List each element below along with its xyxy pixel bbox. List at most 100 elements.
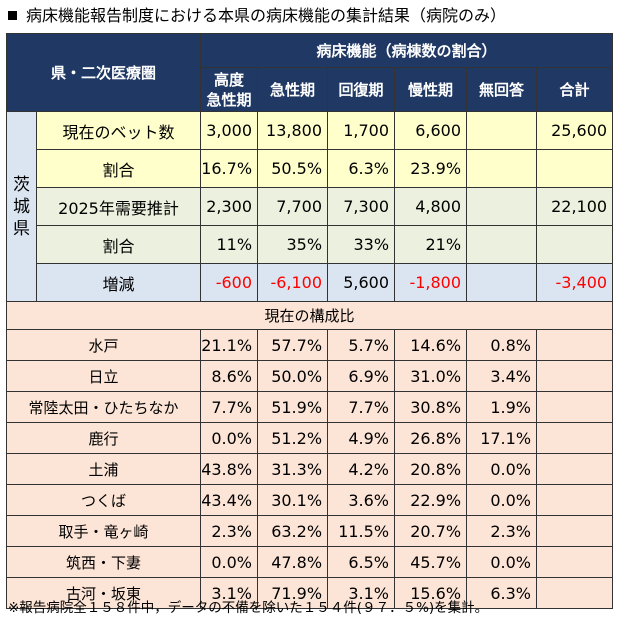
table-cell: 1,700 (327, 111, 396, 150)
table-cell: 47.8% (257, 546, 329, 578)
table-cell: 31.0% (394, 360, 468, 392)
table-cell (536, 391, 614, 423)
table-cell: 33% (327, 225, 396, 264)
table-cell (466, 187, 538, 226)
section-label: 現在の構成比 (5, 301, 614, 330)
table-row: 日立 8.6% 50.0% 6.9% 31.0% 3.4% (5, 360, 614, 392)
prefecture-name: 茨城県 (6, 111, 37, 302)
table-cell: 45.7% (394, 546, 468, 578)
table-row: 水戸 21.1% 57.7% 5.7% 14.6% 0.8% (5, 329, 614, 361)
table-cell: 6.3% (327, 149, 396, 188)
table-cell: -6,100 (257, 263, 329, 302)
table-row: つくば 43.4% 30.1% 3.6% 22.9% 0.0% (5, 484, 614, 516)
table-cell: 30.1% (257, 484, 329, 516)
table-cell: 4.9% (327, 422, 396, 454)
table-cell: 6.5% (327, 546, 396, 578)
table-cell: 15.6% (394, 577, 468, 609)
table-cell: 16.7% (200, 149, 259, 188)
footnote: ※報告病院全１５８件中，データの不備を除いた１５４件(９７．５%)を集計。 (8, 600, 489, 616)
table-cell: 35% (257, 225, 329, 264)
row-label: 割合 (35, 149, 202, 188)
table-cell (466, 149, 538, 188)
table-cell: 6,600 (394, 111, 468, 150)
table-cell (536, 422, 614, 454)
region-name: 土浦 (5, 453, 202, 485)
table-cell: 63.2% (257, 515, 329, 547)
table-cell: 50.0% (257, 360, 329, 392)
square-bullet-icon (8, 11, 17, 20)
col-header-acute: 急性期 (257, 67, 329, 112)
table-cell (536, 453, 614, 485)
table-cell: 20.8% (394, 453, 468, 485)
table-cell: 5,600 (327, 263, 396, 302)
region-name: 鹿行 (5, 422, 202, 454)
region-name: つくば (5, 484, 202, 516)
table-cell (536, 515, 614, 547)
table-row: 常陸太田・ひたちなか 7.7% 51.9% 7.7% 30.8% 1.9% (5, 391, 614, 423)
table-cell (536, 149, 614, 188)
col-header-total: 合計 (536, 67, 614, 112)
table-cell: 6.9% (327, 360, 396, 392)
page-title: 病床機能報告制度における本県の病床機能の集計結果（病院のみ） (8, 4, 506, 28)
table-cell: 13,800 (257, 111, 329, 150)
table-cell: 5.7% (327, 329, 396, 361)
table-cell: 21.1% (200, 329, 259, 361)
table-cell: 50.5% (257, 149, 329, 188)
table-cell: 0.0% (466, 484, 538, 516)
region-name: 日立 (5, 360, 202, 392)
col-header-highly-acute: 高度 急性期 (200, 67, 259, 112)
table-cell: 0.0% (200, 422, 259, 454)
table-cell: 26.8% (394, 422, 468, 454)
table-cell: -600 (200, 263, 259, 302)
prefecture-name-text: 茨城県 (13, 174, 30, 239)
table-cell: 7,700 (257, 187, 329, 226)
table-cell: 3.6% (327, 484, 396, 516)
table-cell: 17.1% (466, 422, 538, 454)
row-label: 現在のベット数 (35, 111, 202, 150)
table-cell (536, 225, 614, 264)
region-name: 水戸 (5, 329, 202, 361)
table-cell (466, 263, 538, 302)
table-cell: 2.3% (200, 515, 259, 547)
table-cell: 0.8% (466, 329, 538, 361)
table-cell: 3,000 (200, 111, 259, 150)
table-row: 割合 11% 35% 33% 21% (7, 225, 614, 264)
row-label: 2025年需要推計 (35, 187, 202, 226)
table-cell: 1.9% (466, 391, 538, 423)
table-cell: 2.3% (466, 515, 538, 547)
table-cell: 25,600 (536, 111, 614, 150)
table-cell (536, 329, 614, 361)
table-cell: 30.8% (394, 391, 468, 423)
table-cell: 7.7% (200, 391, 259, 423)
table-cell: 11.5% (327, 515, 396, 547)
table-cell: -3,400 (536, 263, 614, 302)
table-cell: 11% (200, 225, 259, 264)
table-cell (466, 225, 538, 264)
table-cell: 22,100 (536, 187, 614, 226)
table-row: 取手・竜ヶ崎 2.3% 63.2% 11.5% 20.7% 2.3% (5, 515, 614, 547)
table-cell: 4,800 (394, 187, 468, 226)
table-cell: 7.7% (327, 391, 396, 423)
table-cell: 22.9% (394, 484, 468, 516)
table-row: 古河・坂東 3.1% 71.9% 3.1% 15.6% 6.3% (5, 577, 614, 609)
table-cell: 4.2% (327, 453, 396, 485)
table-cell (536, 577, 614, 609)
table-cell: 31.3% (257, 453, 329, 485)
row-label: 割合 (35, 225, 202, 264)
table-cell: 57.7% (257, 329, 329, 361)
table-cell: 43.4% (200, 484, 259, 516)
table-cell: 43.8% (200, 453, 259, 485)
col-header-chronic: 慢性期 (394, 67, 468, 112)
table-cell: 51.9% (257, 391, 329, 423)
table-cell: 3.4% (466, 360, 538, 392)
bed-function-group-header: 病床機能（病棟数の割合） (200, 33, 614, 68)
table-cell: 8.6% (200, 360, 259, 392)
page-title-text: 病床機能報告制度における本県の病床機能の集計結果（病院のみ） (26, 6, 507, 25)
section-row: 現在の構成比 (5, 301, 614, 330)
table-cell: 20.7% (394, 515, 468, 547)
table-row: 筑西・下妻 0.0% 47.8% 6.5% 45.7% 0.0% (5, 546, 614, 578)
table-cell (536, 360, 614, 392)
table-row: 鹿行 0.0% 51.2% 4.9% 26.8% 17.1% (5, 422, 614, 454)
table-cell (536, 546, 614, 578)
table-cell: 71.9% (257, 577, 329, 609)
